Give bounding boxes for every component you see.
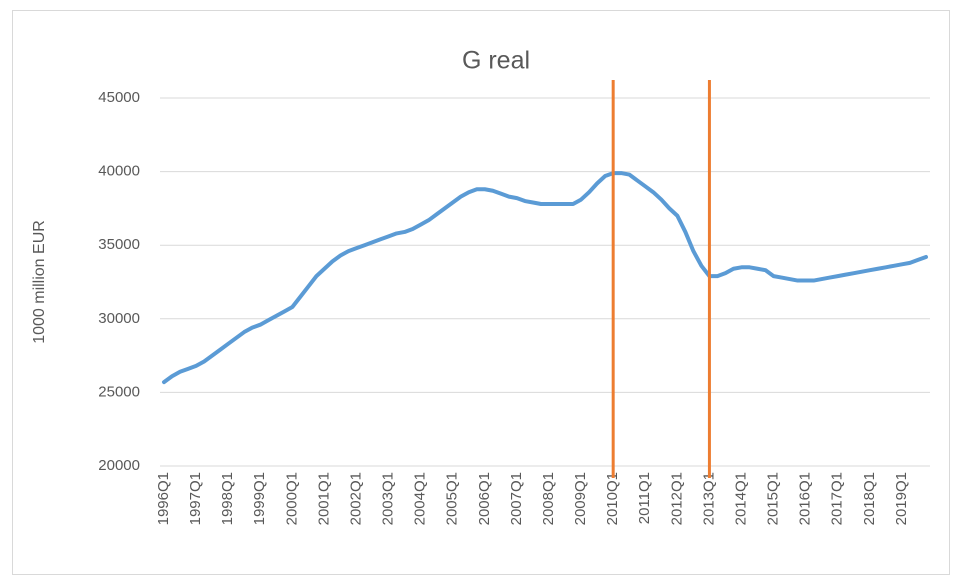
x-tick-label: 2009Q1 [572,472,589,525]
x-tick-label: 2013Q1 [700,472,717,525]
y-tick-label: 45000 [98,89,140,106]
y-tick-label: 20000 [98,457,140,474]
x-tick-label: 2015Q1 [765,472,782,525]
x-tick-label: 2007Q1 [508,472,525,525]
x-tick-label: 2010Q1 [604,472,621,525]
x-tick-label: 2017Q1 [829,472,846,525]
x-tick-label: 2004Q1 [412,472,429,525]
y-tick-label: 30000 [98,310,140,327]
x-tick-label: 2008Q1 [540,472,557,525]
data-line [162,171,928,385]
y-tick-label: 35000 [98,236,140,253]
x-tick-label: 2006Q1 [476,472,493,525]
x-tick-label: 2000Q1 [283,472,300,525]
x-tick-label: 2016Q1 [797,472,814,525]
x-tick-label: 1998Q1 [219,472,236,525]
y-tick-label: 25000 [98,383,140,400]
x-tick-label: 2014Q1 [732,472,749,525]
x-tick-label: 2011Q1 [636,472,653,524]
x-tick-label: 2003Q1 [380,472,397,525]
x-tick-label: 1996Q1 [155,472,172,525]
x-tick-label: 2005Q1 [444,472,461,525]
x-tick-label: 2002Q1 [347,472,364,525]
x-tick-label: 2019Q1 [893,472,910,525]
chart-frame [12,10,950,575]
x-tick-label: 1997Q1 [187,472,204,525]
x-tick-label: 1999Q1 [251,472,268,525]
x-tick-label: 2018Q1 [861,472,878,525]
x-tick-label: 2012Q1 [668,472,685,525]
y-tick-label: 40000 [98,163,140,180]
x-tick-label: 2001Q1 [315,472,332,525]
chart-title: G real [462,47,530,75]
y-axis-label: 1000 million EUR [31,220,48,344]
